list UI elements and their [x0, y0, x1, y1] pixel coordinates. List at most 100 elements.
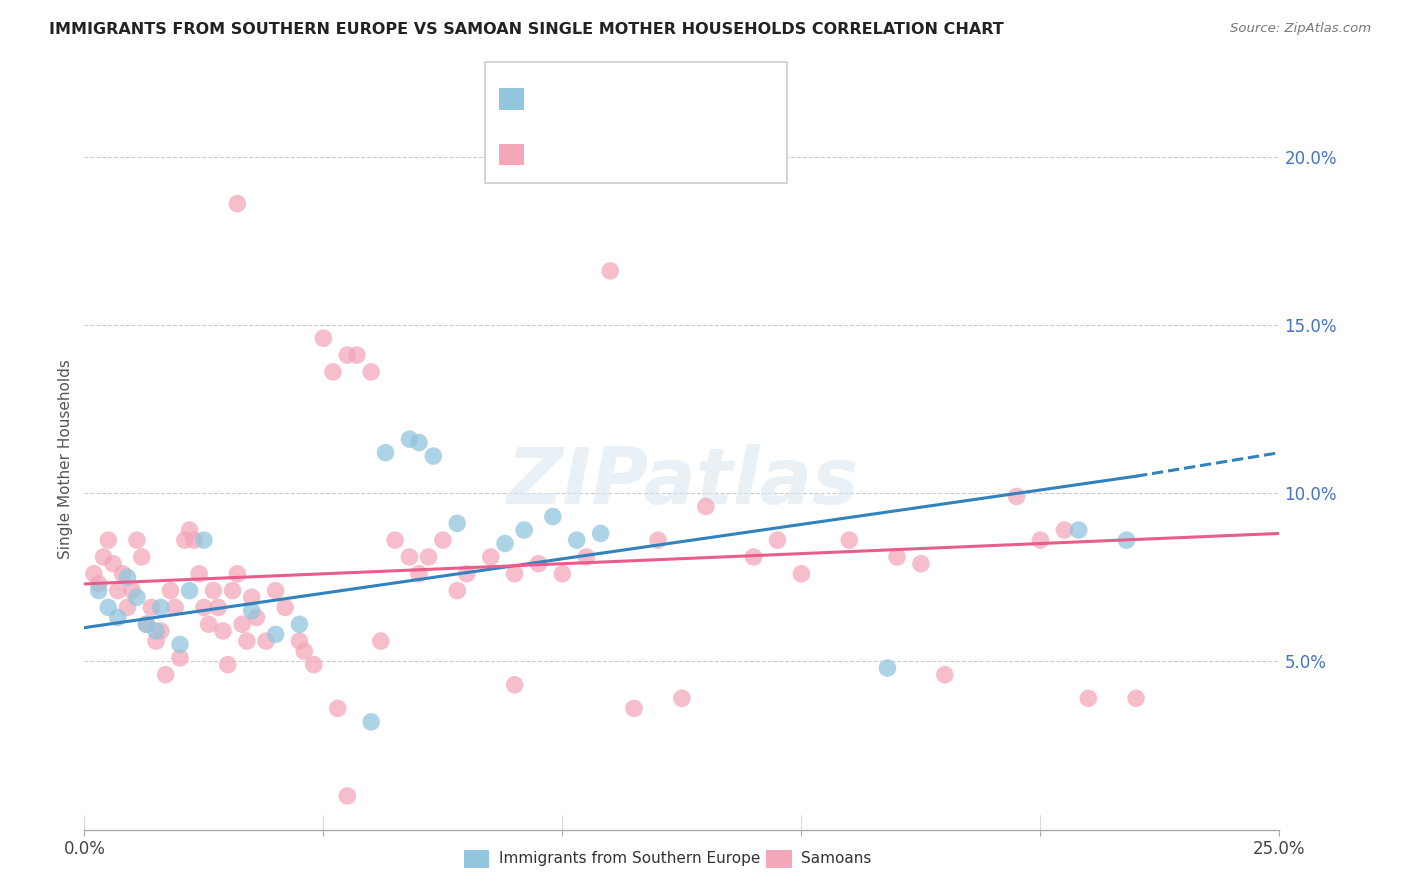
Point [135, 617, 157, 632]
Point [125, 591, 148, 605]
Point [370, 634, 392, 648]
Point [790, 566, 813, 581]
Point [766, 533, 789, 548]
Text: N = 78: N = 78 [647, 145, 704, 163]
Text: Immigrants from Southern Europe: Immigrants from Southern Europe [499, 852, 761, 866]
Point [408, 435, 430, 450]
Point [742, 549, 765, 564]
Point [254, 634, 277, 648]
Point [336, 789, 359, 803]
Point [503, 566, 526, 581]
Point [101, 557, 124, 571]
Point [384, 533, 406, 548]
Point [1029, 533, 1052, 548]
Point [83, 566, 105, 581]
Point [503, 678, 526, 692]
Point [264, 627, 287, 641]
Point [111, 566, 134, 581]
Point [183, 533, 205, 548]
Point [513, 523, 536, 537]
Point [231, 617, 253, 632]
Point [1053, 523, 1076, 537]
Text: IMMIGRANTS FROM SOUTHERN EUROPE VS SAMOAN SINGLE MOTHER HOUSEHOLDS CORRELATION C: IMMIGRANTS FROM SOUTHERN EUROPE VS SAMOA… [49, 22, 1004, 37]
Point [934, 667, 956, 681]
Point [149, 600, 172, 615]
Point [125, 533, 148, 548]
Point [165, 600, 187, 615]
Point [527, 557, 550, 571]
Point [1115, 533, 1137, 548]
Point [240, 604, 263, 618]
Point [226, 566, 249, 581]
Point [159, 583, 181, 598]
Text: R = 0.096: R = 0.096 [534, 145, 617, 163]
Point [145, 624, 167, 638]
Point [274, 600, 297, 615]
Point [346, 348, 368, 362]
Point [97, 533, 120, 548]
Point [876, 661, 898, 675]
Point [398, 549, 420, 564]
Point [575, 549, 598, 564]
Point [169, 637, 191, 651]
Point [221, 583, 243, 598]
Point [446, 583, 468, 598]
Point [135, 617, 157, 632]
Point [565, 533, 588, 548]
Point [236, 634, 259, 648]
Point [886, 549, 908, 564]
Point [197, 617, 219, 632]
Point [121, 583, 143, 598]
Text: R = 0.410: R = 0.410 [534, 90, 617, 108]
Point [418, 549, 440, 564]
Point [374, 445, 396, 459]
Point [494, 536, 516, 550]
Point [93, 549, 115, 564]
Point [336, 348, 359, 362]
Point [202, 583, 225, 598]
Point [217, 657, 239, 672]
Point [446, 516, 468, 531]
Point [107, 610, 129, 624]
Point [149, 624, 172, 638]
Point [141, 600, 163, 615]
Point [312, 331, 335, 345]
Point [131, 549, 153, 564]
Point [155, 667, 177, 681]
Point [589, 526, 612, 541]
Point [408, 566, 430, 581]
Point [360, 365, 382, 379]
Point [623, 701, 645, 715]
Point [671, 691, 693, 706]
Point [479, 549, 502, 564]
Point [288, 617, 311, 632]
Point [1077, 691, 1099, 706]
Point [193, 600, 215, 615]
Point [240, 591, 263, 605]
Point [288, 634, 311, 648]
Text: ZIPatlas: ZIPatlas [506, 443, 858, 520]
Point [117, 600, 139, 615]
Point [87, 583, 110, 598]
Point [551, 566, 574, 581]
Point [107, 583, 129, 598]
Point [910, 557, 932, 571]
Point [97, 600, 120, 615]
Point [1125, 691, 1147, 706]
Text: Samoans: Samoans [801, 852, 872, 866]
Point [599, 264, 621, 278]
Point [173, 533, 195, 548]
Point [432, 533, 454, 548]
Point [302, 657, 325, 672]
Text: Source: ZipAtlas.com: Source: ZipAtlas.com [1230, 22, 1371, 36]
Point [179, 523, 201, 537]
Point [264, 583, 287, 598]
Point [1067, 523, 1090, 537]
Point [838, 533, 860, 548]
Point [169, 651, 191, 665]
Point [226, 196, 249, 211]
Point [322, 365, 344, 379]
Y-axis label: Single Mother Households: Single Mother Households [58, 359, 73, 559]
Point [87, 577, 110, 591]
Point [1005, 489, 1028, 503]
